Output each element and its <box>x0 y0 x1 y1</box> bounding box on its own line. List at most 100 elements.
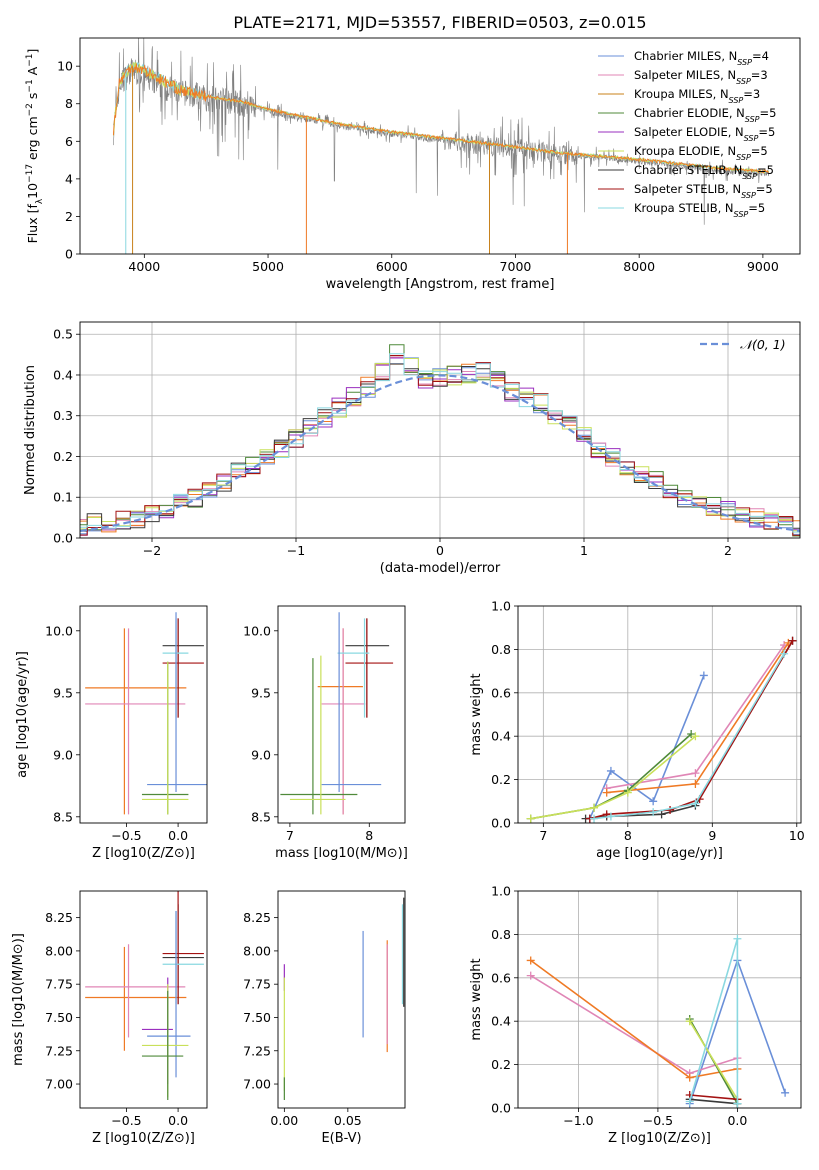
legend-text: =3 <box>743 87 760 101</box>
y-tick-label: 0.8 <box>491 642 511 657</box>
legend-text: Chabrier STELIB, N <box>634 163 742 177</box>
y-tick-label: 0.4 <box>491 729 511 744</box>
legend-label: Chabrier ELODIE, NSSP=5 <box>634 106 776 124</box>
legend-sub: SSP <box>745 115 760 124</box>
y-tick-label: 0.1 <box>53 490 73 505</box>
x-tick-label: 4000 <box>128 259 160 274</box>
y-tick-label: 10 <box>57 59 73 74</box>
ticks: 7 8 8.5 9.0 9.5 10.0 <box>243 623 373 843</box>
weight-point-marker <box>526 814 535 823</box>
legend-label: Kroupa MILES, NSSP=3 <box>634 87 760 105</box>
weight-point-marker <box>657 810 666 819</box>
weight-point-marker <box>590 803 599 812</box>
plot-area <box>280 612 394 815</box>
y-tick-label: 1.0 <box>491 884 511 899</box>
x-tick-label: 8 <box>365 828 373 843</box>
histogram-step <box>80 363 800 532</box>
legend-text: Kroupa MILES, N <box>634 87 729 101</box>
y-tick-label: 0.5 <box>53 327 73 342</box>
x-tick-label: 0.00 <box>270 1113 298 1128</box>
weight-series-line <box>530 735 696 820</box>
histogram-step <box>80 353 800 533</box>
histogram-step <box>80 355 800 536</box>
weight-point-marker <box>691 799 700 808</box>
y-tick-label: 8.5 <box>53 809 73 824</box>
residuals-panel: −2 −1 0 1 2 0.0 0.1 0.2 0.3 0.4 0.5 (data-model)/er… <box>23 321 801 576</box>
x-tick-label: 8000 <box>623 259 655 274</box>
y-tick-label: 7.25 <box>243 1043 271 1058</box>
age-vs-metallicity-panel: −0.5 0.0 8.5 9.0 9.5 10.0 Z [log10(Z/Z⊙)] age [… <box>15 605 208 861</box>
weight-series-line <box>589 675 705 820</box>
legend-text: Kroupa ELODIE, N <box>634 144 736 158</box>
y-tick-label: 2 <box>65 209 73 224</box>
weight-point-marker <box>691 769 700 778</box>
y-tick-label: 8.25 <box>243 910 271 925</box>
weight-point-marker <box>685 1097 694 1106</box>
legend-text: =5 <box>748 201 765 215</box>
legend-text: Chabrier MILES, N <box>634 49 737 63</box>
weight-point-marker <box>781 1088 790 1097</box>
axes-frame <box>79 321 801 539</box>
weight-vs-metallicity-panel: −1.0 −0.5 0.0 0.0 0.2 0.4 0.6 0.8 1.0 Z [log10(Z/… <box>469 884 802 1146</box>
y-tick-label: 0.0 <box>491 1101 511 1116</box>
weight-point-marker <box>691 779 700 788</box>
weight-point-marker <box>733 1099 742 1108</box>
legend-sub: SSP <box>744 134 759 143</box>
x-tick-label: 0.0 <box>168 1113 188 1128</box>
y-tick-label: 0.6 <box>491 685 511 700</box>
legend-label: Salpeter ELODIE, NSSP=5 <box>634 125 775 143</box>
legend-text: =5 <box>760 106 777 120</box>
axes-frame <box>79 605 208 824</box>
x-tick-label: −1.0 <box>563 1113 593 1128</box>
weight-point-marker <box>526 956 535 965</box>
plot-area <box>112 38 770 254</box>
y-tick-label: 0.2 <box>491 772 511 787</box>
y-tick-label: 8.25 <box>45 910 73 925</box>
y-tick-label: 1.0 <box>491 599 511 614</box>
weight-point-marker <box>606 812 615 821</box>
label-part: −1 <box>25 79 35 92</box>
legend-label: Kroupa ELODIE, NSSP=5 <box>634 144 768 162</box>
x-tick-label: −0.5 <box>111 828 141 843</box>
weight-point-marker <box>788 636 797 645</box>
y-tick-label: 0.8 <box>491 927 511 942</box>
legend-label: Kroupa STELIB, NSSP=5 <box>634 201 765 219</box>
weight-point-marker <box>590 814 599 823</box>
weight-series-line <box>689 1098 738 1105</box>
figure-title: PLATE=2171, MJD=53557, FIBERID=0503, z=0… <box>233 13 646 32</box>
plot-area <box>283 897 405 1101</box>
weight-point-marker <box>649 808 658 817</box>
plot-area <box>80 344 800 537</box>
y-axis-label: mass weight <box>469 958 484 1040</box>
y-tick-label: 6 <box>65 134 73 149</box>
axes-frame <box>79 37 801 255</box>
x-tick-label: 0 <box>436 543 444 558</box>
legend-sub: SSP <box>736 77 751 86</box>
x-axis-label: E(B-V) <box>321 1131 361 1146</box>
label-part: Flux [f <box>25 204 40 244</box>
weight-point-marker <box>699 671 708 680</box>
x-tick-label: 7 <box>286 828 294 843</box>
y-tick-label: 7.00 <box>45 1077 73 1092</box>
mass-vs-metallicity-panel: −0.5 0.0 7.00 7.25 7.50 7.75 8.00 8.25 Z [log10(… <box>11 890 208 1146</box>
y-tick-label: 0.2 <box>53 449 73 464</box>
weight-series-line <box>606 644 785 790</box>
y-tick-label: 9.5 <box>251 685 271 700</box>
legend-text: =5 <box>757 163 774 177</box>
weight-point-marker <box>526 971 535 980</box>
y-tick-label: 7.00 <box>243 1077 271 1092</box>
y-tick-label: 0.0 <box>53 531 73 546</box>
legend-label: Salpeter STELIB, NSSP=5 <box>634 182 773 200</box>
x-axis-label: mass [log10(M/M⊙)] <box>275 846 408 861</box>
y-tick-label: 7.25 <box>45 1043 73 1058</box>
grid <box>518 890 801 1109</box>
label-part: ] <box>25 49 40 54</box>
x-tick-label: 7000 <box>500 259 532 274</box>
legend-text: =5 <box>758 125 775 139</box>
y-tick-label: 0.0 <box>491 816 511 831</box>
x-tick-label: 0.0 <box>168 828 188 843</box>
plot-area <box>85 891 204 1101</box>
spectrum-panel: 4000 5000 6000 7000 8000 9000 0 2 4 6 8 10 wavelengt… <box>25 37 801 292</box>
